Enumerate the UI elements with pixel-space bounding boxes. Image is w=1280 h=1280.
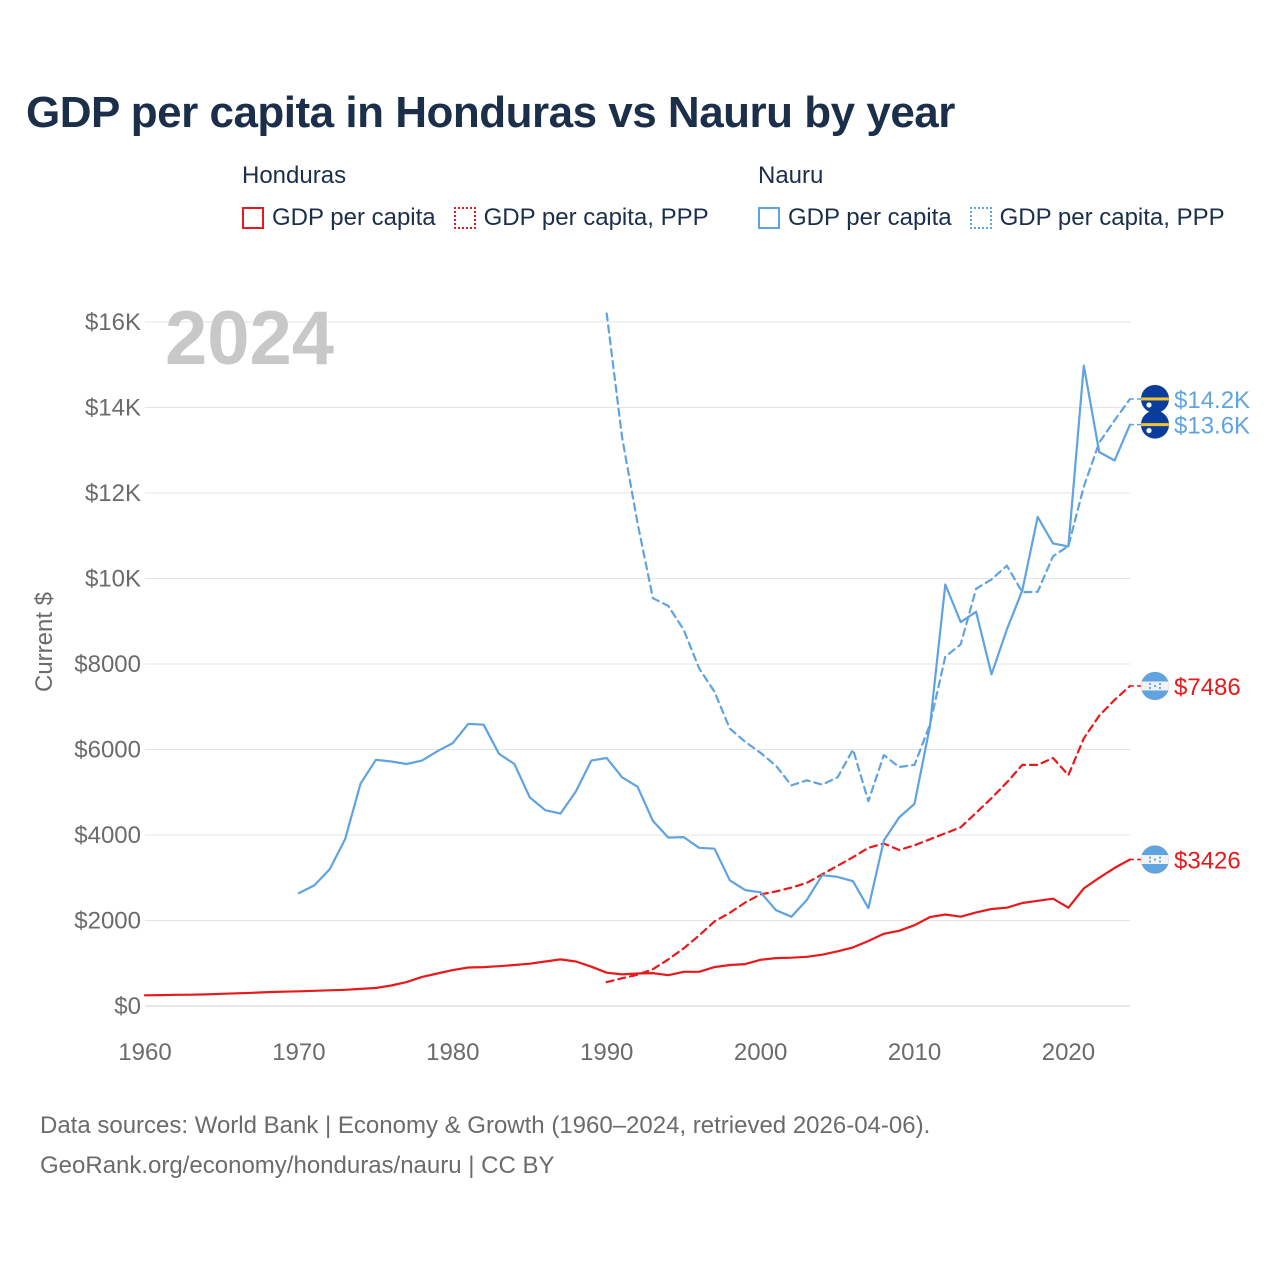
end-value-label: $14.2K xyxy=(1174,387,1250,414)
x-tick-label: 2000 xyxy=(734,1039,787,1066)
y-tick-label: $6000 xyxy=(74,737,141,764)
y-tick-label: $4000 xyxy=(74,822,141,849)
legend-swatch xyxy=(242,207,264,229)
legend-item-nauru-gdp-ppp[interactable]: GDP per capita, PPP xyxy=(969,204,1225,232)
line-chart: 2024 Current $ $0 $2000 $4000 $6000 $8000 $10… xyxy=(31,296,1250,1066)
y-tick-label: $16K xyxy=(85,309,141,336)
x-tick-label: 1990 xyxy=(580,1039,633,1066)
legend-group-honduras: Honduras GDP per capita GDP per capita, … xyxy=(242,162,727,232)
x-tick-label: 1970 xyxy=(272,1039,325,1066)
nauru-flag-icon xyxy=(1140,410,1170,440)
legend-label: GDP per capita, PPP xyxy=(999,204,1225,231)
end-value-label: $3426 xyxy=(1174,848,1241,875)
y-tick-label: $10K xyxy=(85,566,141,593)
series-line[interactable] xyxy=(605,684,1132,984)
legend-group-title: Honduras xyxy=(242,162,347,189)
legend-swatch xyxy=(453,207,476,229)
legend-label: GDP per capita, PPP xyxy=(483,204,709,231)
series-line[interactable] xyxy=(143,858,1132,997)
y-tick-label: $2000 xyxy=(74,908,141,935)
end-value-label: $7486 xyxy=(1174,674,1241,701)
x-tick-label: 1980 xyxy=(426,1039,479,1066)
x-tick-label: 2010 xyxy=(888,1039,941,1066)
honduras-flag-icon xyxy=(1140,845,1170,875)
legend-group-nauru: Nauru GDP per capita GDP per capita, PPP xyxy=(758,162,1243,232)
y-tick-label: $0 xyxy=(114,993,141,1020)
x-tick-label: 1960 xyxy=(118,1039,171,1066)
footer: Data sources: World Bank | Economy & Gro… xyxy=(40,1106,930,1186)
legend-item-honduras-gdp[interactable]: GDP per capita xyxy=(242,204,436,232)
legend-group-title: Nauru xyxy=(758,162,824,189)
nauru-flag-icon xyxy=(1140,384,1170,414)
year-watermark: 2024 xyxy=(165,296,334,381)
legend-swatch xyxy=(758,207,780,229)
y-tick-label: $12K xyxy=(85,480,141,507)
legend-item-nauru-gdp[interactable]: GDP per capita xyxy=(758,204,952,232)
x-tick-label: 2020 xyxy=(1042,1039,1095,1066)
honduras-flag-icon xyxy=(1140,671,1170,701)
chart-title: GDP per capita in Honduras vs Nauru by y… xyxy=(26,88,955,137)
end-value-label: $13.6K xyxy=(1174,413,1250,440)
y-tick-label: $8000 xyxy=(74,651,141,678)
legend-item-honduras-gdp-ppp[interactable]: GDP per capita, PPP xyxy=(453,204,709,232)
series-line[interactable] xyxy=(297,364,1132,918)
legend-swatch xyxy=(969,207,992,229)
y-tick-label: $14K xyxy=(85,395,141,422)
legend-label: GDP per capita xyxy=(272,204,436,231)
y-axis-label: Current $ xyxy=(31,592,58,692)
footer-url[interactable]: GeoRank.org/economy/honduras/nauru | CC … xyxy=(40,1152,555,1179)
legend-label: GDP per capita xyxy=(788,204,952,231)
series-line[interactable] xyxy=(605,312,1132,803)
footer-sources: Data sources: World Bank | Economy & Gro… xyxy=(40,1112,931,1139)
